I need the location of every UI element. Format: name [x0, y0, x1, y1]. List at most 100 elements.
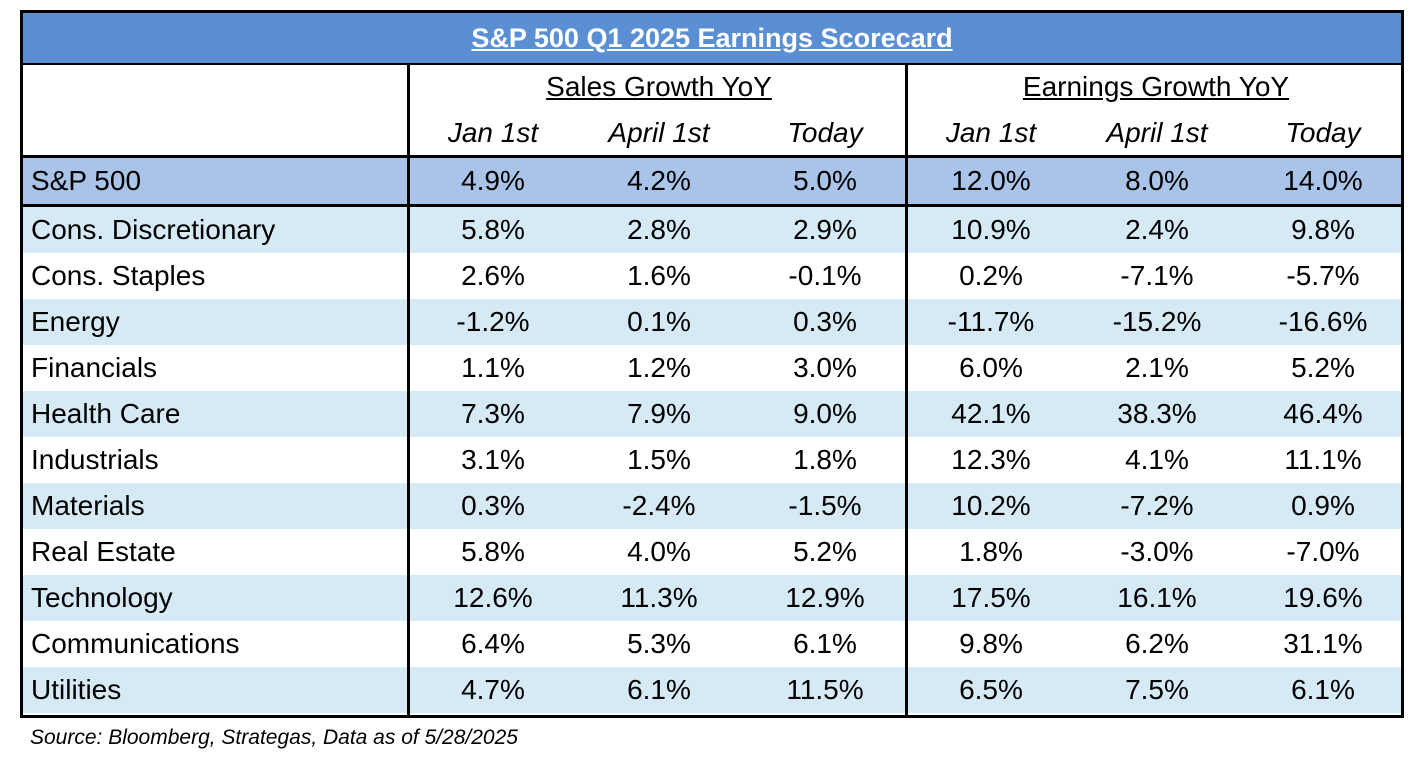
- table-cell: 17.5%: [951, 582, 1031, 613]
- earnings-growth-header: Earnings Growth YoY: [1022, 71, 1290, 102]
- table-cell: 2.8%: [627, 214, 691, 245]
- table-cell: 1.1%: [461, 352, 525, 383]
- total-row: S&P 500 4.9% 4.2% 5.0% 12.0% 8.0% 14.0%: [23, 158, 1401, 207]
- table-cell: 1.2%: [627, 352, 691, 383]
- table-cell: 11.5%: [786, 674, 864, 705]
- table-cell: -16.6%: [1278, 306, 1368, 337]
- table-cell: 7.9%: [627, 398, 691, 429]
- table-cell: 6.1%: [793, 628, 857, 659]
- table-cell: 19.6%: [1283, 582, 1363, 613]
- table-cell: -1.2%: [456, 306, 530, 337]
- table-cell: 1.5%: [627, 444, 691, 475]
- table-cell: -3.0%: [1120, 536, 1194, 567]
- row-label: Technology: [31, 582, 173, 613]
- table-cell: 2.1%: [1125, 352, 1189, 383]
- table-cell: 31.1%: [1283, 628, 1363, 659]
- table-cell: 38.3%: [1117, 398, 1197, 429]
- table-row: Cons. Staples 2.6% 1.6% -0.1% 0.2% -7.1% -5.7%: [23, 253, 1401, 299]
- divider-label-sales: [407, 65, 410, 715]
- row-label: Industrials: [31, 444, 159, 475]
- row-label: Cons. Discretionary: [31, 214, 276, 245]
- table-cell: 3.0%: [793, 352, 857, 383]
- row-label: Utilities: [31, 674, 122, 705]
- table-cell: 2.4%: [1125, 214, 1189, 245]
- table-cell: 6.2%: [1125, 628, 1189, 659]
- table-cell: 4.1%: [1125, 444, 1189, 475]
- table-cell: 46.4%: [1283, 398, 1363, 429]
- sales-col-april: April 1st: [608, 117, 710, 148]
- row-label: S&P 500: [31, 165, 142, 196]
- table-row: Health Care 7.3% 7.9% 9.0% 42.1% 38.3% 46.4%: [23, 391, 1401, 437]
- row-label: Energy: [31, 306, 120, 337]
- table-cell: 12.3%: [951, 444, 1031, 475]
- row-label: Financials: [31, 352, 158, 383]
- table-title: S&P 500 Q1 2025 Earnings Scorecard: [471, 22, 953, 53]
- table-cell: 8.0%: [1125, 165, 1189, 196]
- table-cell: 12.9%: [785, 582, 865, 613]
- table-cell: 11.3%: [620, 582, 698, 613]
- scorecard-table: S&P 500 Q1 2025 Earnings Scorecard Sales…: [20, 10, 1404, 718]
- table-cell: 16.1%: [1117, 582, 1197, 613]
- source-note: Source: Bloomberg, Strategas, Data as of…: [30, 726, 518, 749]
- table-cell: -5.7%: [1286, 260, 1360, 291]
- table-row: Materials 0.3% -2.4% -1.5% 10.2% -7.2% 0.9%: [23, 483, 1401, 529]
- sales-growth-header: Sales Growth YoY: [546, 71, 772, 102]
- table-cell: 6.1%: [1291, 674, 1355, 705]
- row-label: Health Care: [31, 398, 181, 429]
- divider-sales-earnings: [905, 65, 908, 715]
- table-cell: 11.1%: [1284, 444, 1362, 475]
- table-cell: -2.4%: [622, 490, 696, 521]
- table-cell: -11.7%: [947, 306, 1035, 337]
- table-cell: 3.1%: [461, 444, 525, 475]
- table-cell: 0.3%: [793, 306, 857, 337]
- sales-col-today: Today: [787, 117, 863, 148]
- table-cell: 9.8%: [959, 628, 1023, 659]
- earnings-col-april: April 1st: [1106, 117, 1208, 148]
- table-row: Industrials 3.1% 1.5% 1.8% 12.3% 4.1% 11.1%: [23, 437, 1401, 483]
- table-row: Energy -1.2% 0.1% 0.3% -11.7% -15.2% -16.6%: [23, 299, 1401, 345]
- table-cell: 10.9%: [951, 214, 1031, 245]
- table-cell: 2.6%: [461, 260, 525, 291]
- table-cell: 12.0%: [951, 165, 1031, 196]
- table-cell: 5.3%: [627, 628, 691, 659]
- table-cell: 10.2%: [951, 490, 1031, 521]
- table-cell: 1.6%: [627, 260, 691, 291]
- table-cell: 12.6%: [453, 582, 533, 613]
- table-cell: -15.2%: [1112, 306, 1202, 337]
- table-cell: 0.9%: [1291, 490, 1355, 521]
- table-cell: -0.1%: [788, 260, 862, 291]
- sales-col-jan: Jan 1st: [447, 117, 539, 148]
- table-cell: 14.0%: [1283, 165, 1363, 196]
- table-cell: 2.9%: [793, 214, 857, 245]
- table-cell: 5.0%: [793, 165, 857, 196]
- table-cell: -7.1%: [1120, 260, 1194, 291]
- table-cell: -7.0%: [1286, 536, 1360, 567]
- table-title-bar: S&P 500 Q1 2025 Earnings Scorecard: [23, 13, 1401, 65]
- table-cell: 1.8%: [793, 444, 857, 475]
- table-cell: 7.5%: [1125, 674, 1189, 705]
- table-cell: -1.5%: [788, 490, 862, 521]
- table-row: Real Estate 5.8% 4.0% 5.2% 1.8% -3.0% -7.0%: [23, 529, 1401, 575]
- table-header: Sales Growth YoY Earnings Growth YoY Jan…: [23, 65, 1401, 158]
- earnings-col-jan: Jan 1st: [945, 117, 1037, 148]
- table-cell: 0.3%: [461, 490, 525, 521]
- table-cell: -7.2%: [1120, 490, 1194, 521]
- earnings-col-today: Today: [1285, 117, 1361, 148]
- table-cell: 4.7%: [461, 674, 525, 705]
- table-row: Cons. Discretionary 5.8% 2.8% 2.9% 10.9% 2.4%…: [23, 207, 1401, 253]
- row-label: Materials: [31, 490, 145, 521]
- row-label: Communications: [31, 628, 240, 659]
- table-cell: 9.8%: [1291, 214, 1355, 245]
- table-cell: 0.1%: [627, 306, 691, 337]
- table-cell: 4.0%: [627, 536, 691, 567]
- table-cell: 0.2%: [959, 260, 1023, 291]
- table-cell: 6.0%: [959, 352, 1023, 383]
- table-row: Communications 6.4% 5.3% 6.1% 9.8% 6.2% 31.1%: [23, 621, 1401, 667]
- table-cell: 42.1%: [951, 398, 1031, 429]
- table-cell: 5.8%: [461, 536, 525, 567]
- table-cell: 7.3%: [461, 398, 525, 429]
- table-cell: 9.0%: [793, 398, 857, 429]
- table-cell: 5.2%: [793, 536, 857, 567]
- row-label: Real Estate: [31, 536, 176, 567]
- table-row: Financials 1.1% 1.2% 3.0% 6.0% 2.1% 5.2%: [23, 345, 1401, 391]
